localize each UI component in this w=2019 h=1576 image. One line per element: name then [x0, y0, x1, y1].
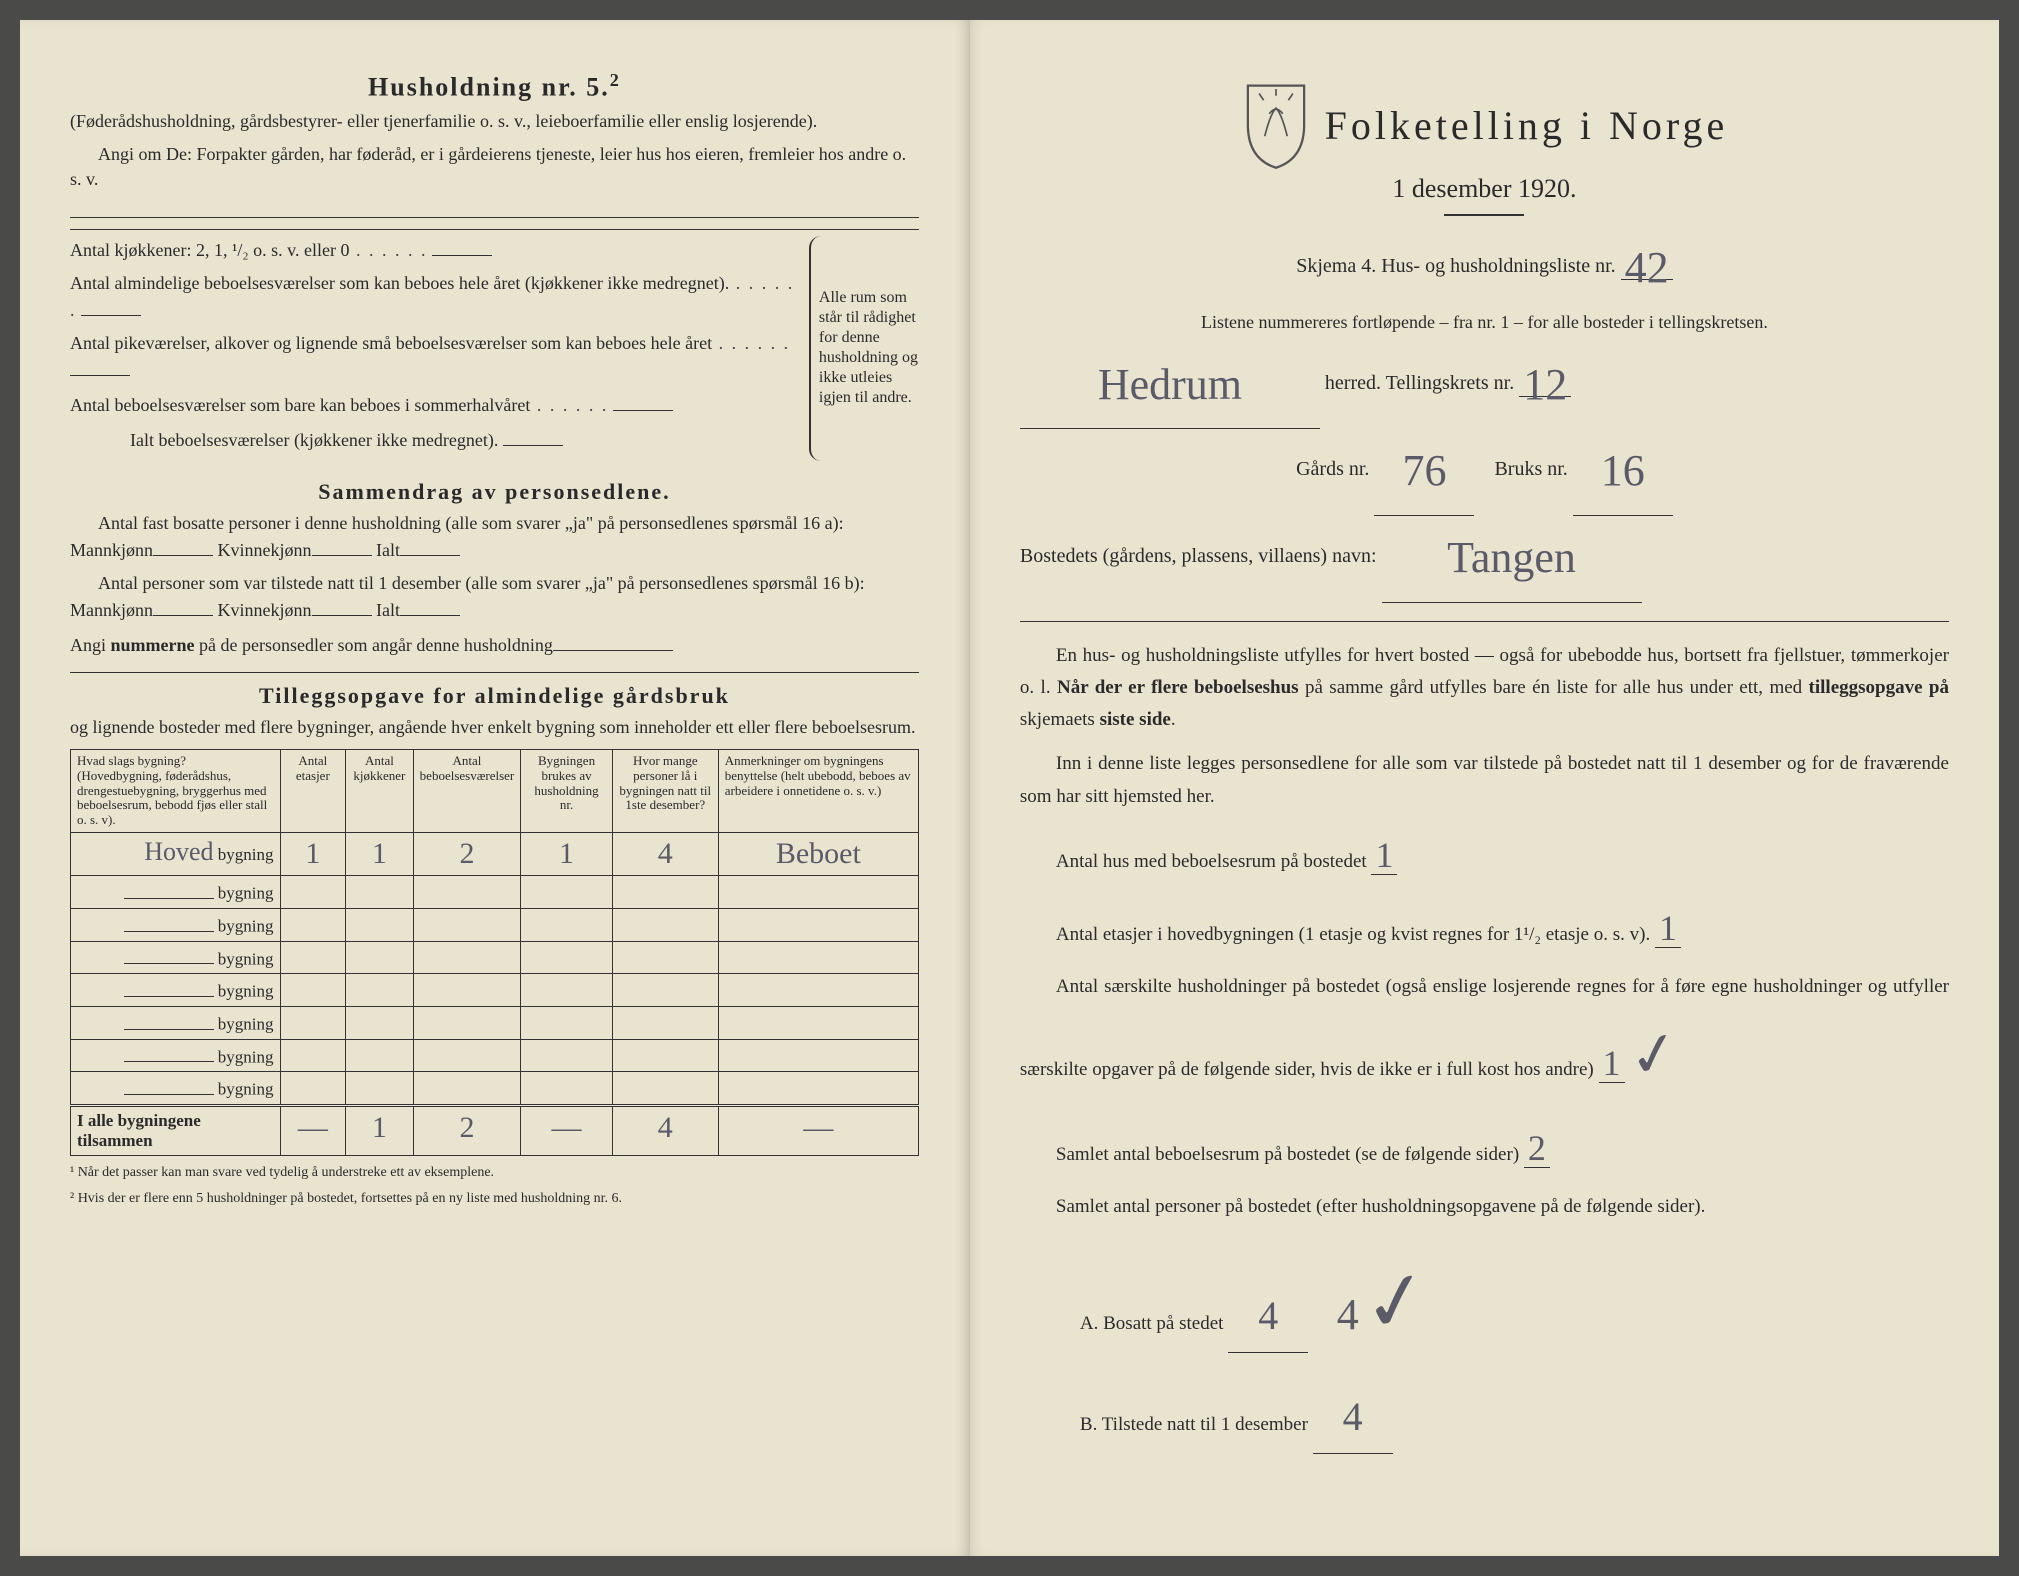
heading-sup: 2 [610, 70, 621, 90]
q1-value: 1 [1375, 835, 1393, 875]
summary-line-1: Antal fast bosatte personer i denne hush… [70, 511, 919, 563]
total-d: — [552, 1111, 582, 1145]
qA-extra: 4 [1337, 1290, 1359, 1339]
q3-value: 1 [1603, 1043, 1621, 1083]
total-b: 1 [372, 1111, 387, 1145]
household-heading: Husholdning nr. 5.2 [70, 70, 919, 103]
total-a: — [298, 1111, 328, 1145]
table-row: bygning [71, 1072, 919, 1106]
paragraph-1: En hus- og husholdningsliste utfylles fo… [1020, 640, 1949, 737]
table-row: bygning [71, 1039, 919, 1072]
summary-line-2: Antal personer som var tilstede natt til… [70, 571, 919, 623]
rooms3-line: Antal beboelsesværelser som bare kan beb… [70, 391, 801, 418]
table-row: bygning [71, 876, 919, 909]
main-title: Folketelling i Norge [1325, 102, 1729, 149]
tillegg-heading: Tilleggsopgave for almindelige gårdsbruk [70, 683, 919, 709]
blank-fill [70, 200, 919, 218]
census-date: 1 desember 1920. [1020, 174, 1949, 204]
rooms1-line: Antal almindelige beboelsesværelser som … [70, 271, 801, 323]
th-1: Antal etasjer [280, 749, 346, 833]
gards-value: 76 [1402, 446, 1446, 495]
herred-line: Hedrum herred. Tellingskrets nr. 12 [1020, 343, 1949, 430]
th-3: Antal beboelsesværelser [413, 749, 521, 833]
q4-value: 2 [1528, 1128, 1546, 1168]
table-header-row: Hvad slags bygning? (Hovedbygning, føder… [71, 749, 919, 833]
kitchens-line: Antal kjøkkener: 2, 1, ¹/₂ o. s. v. elle… [70, 236, 801, 263]
paragraph-2: Inn i denne liste legges personsedlene f… [1020, 748, 1949, 813]
th-4: Bygningen brukes av husholdning nr. [521, 749, 613, 833]
table-row: bygning [71, 1007, 919, 1040]
footnote-2: ² Hvis der er flere enn 5 husholdninger … [70, 1190, 919, 1208]
q3-check: ✓ [1621, 1000, 1688, 1109]
q1-line: Antal hus med beboelsesrum på bostedet 1 [1020, 825, 1949, 886]
th-6: Anmerkninger om bygningens benyttelse (h… [718, 749, 918, 833]
th-5: Hvor mange personer lå i bygningen natt … [612, 749, 718, 833]
rooms2-line: Antal pikeværelser, alkover og lignende … [70, 331, 801, 383]
total-c: 2 [459, 1111, 474, 1145]
footnote-1: ¹ Når det passer kan man svare ved tydel… [70, 1164, 919, 1182]
th-0: Hvad slags bygning? (Hovedbygning, føder… [71, 749, 281, 833]
q5-line: Samlet antal personer på bostedet (efter… [1020, 1191, 1949, 1223]
table-row: bygning [71, 941, 919, 974]
title-block: Folketelling i Norge 1 desember 1920. [1020, 80, 1949, 216]
table-row: bygning [71, 909, 919, 942]
qB-line: B. Tilstede natt til 1 desember 4 [1080, 1383, 1949, 1454]
table-row: bygning [71, 974, 919, 1007]
gards-line: Gårds nr. 76 Bruks nr. 16 [1020, 429, 1949, 516]
qA-line: A. Bosatt på stedet 4 4 ✓ [1080, 1235, 1949, 1371]
rooms-bracket-group: Antal kjøkkener: 2, 1, ¹/₂ o. s. v. elle… [70, 236, 919, 461]
th-2: Antal kjøkkener [346, 749, 414, 833]
total-f: — [803, 1111, 833, 1145]
table-total-row: I alle bygningene tilsammen — 1 2 — 4 — [71, 1106, 919, 1156]
rooms-total-line: Ialt beboelsesværelser (kjøkkener ikke m… [70, 426, 801, 453]
qA-value: 4 [1258, 1293, 1278, 1338]
list-note: Listene nummereres fortløpende – fra nr.… [1020, 310, 1949, 335]
q2-line: Antal etasjer i hovedbygningen (1 etasje… [1020, 898, 1949, 959]
page-right: Folketelling i Norge 1 desember 1920. Sk… [970, 20, 1999, 1556]
instruction-line: Angi om De: Forpakter gården, har føderå… [70, 142, 919, 192]
q2-value: 1 [1659, 908, 1677, 948]
herred-value: Hedrum [1098, 360, 1242, 409]
tillegg-sub: og lignende bosteder med flere bygninger… [70, 715, 919, 740]
bracket-note: Alle rum som står til rådighet for denne… [809, 236, 919, 461]
total-label: I alle bygningene tilsammen [71, 1106, 281, 1156]
krets-value: 12 [1523, 360, 1567, 409]
qB-value: 4 [1343, 1394, 1363, 1439]
big-check: ✓ [1352, 1230, 1442, 1376]
document-spread: Husholdning nr. 5.2 (Føderådshusholdning… [20, 20, 1999, 1556]
q3-line: Antal særskilte husholdninger på bostede… [1020, 971, 1949, 1105]
total-e: 4 [658, 1111, 673, 1145]
coat-of-arms-icon [1241, 80, 1311, 170]
building-table: Hvad slags bygning? (Hovedbygning, føder… [70, 749, 919, 1157]
summary-line-3: Angi nummerne på de personsedler som ang… [70, 631, 919, 658]
bosted-value: Tangen [1447, 533, 1576, 582]
heading-text: Husholdning nr. 5. [368, 73, 610, 102]
list-nr-value: 42 [1625, 243, 1669, 292]
heading-note: (Føderådshusholdning, gårdsbestyrer- ell… [70, 109, 919, 134]
summary-heading: Sammendrag av personsedlene. [70, 479, 919, 505]
page-left: Husholdning nr. 5.2 (Føderådshusholdning… [20, 20, 970, 1556]
q4-line: Samlet antal beboelsesrum på bostedet (s… [1020, 1118, 1949, 1179]
table-row: Hoved bygning11214Beboet [71, 833, 919, 876]
bruks-value: 16 [1601, 446, 1645, 495]
skjema-line: Skjema 4. Hus- og husholdningsliste nr. … [1020, 226, 1949, 310]
bosted-line: Bostedets (gårdens, plassens, villaens) … [1020, 516, 1949, 603]
